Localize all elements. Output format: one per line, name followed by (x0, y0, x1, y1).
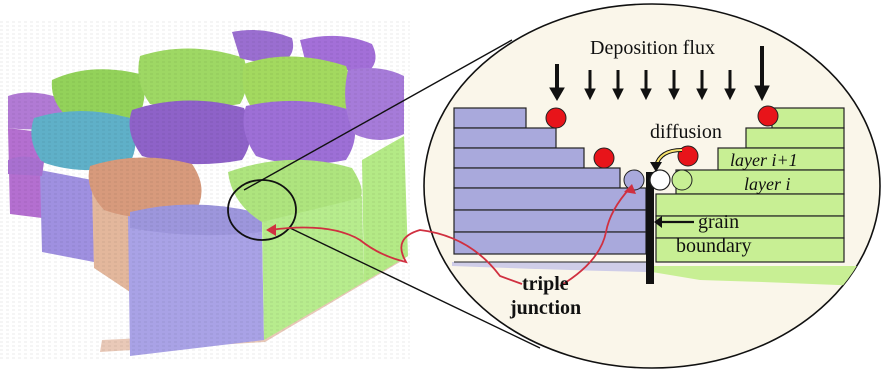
purple-grain-body (452, 262, 646, 272)
adatom-red-1 (545, 107, 567, 129)
green-grain-layers (655, 107, 845, 263)
deposition-flux-arrows (549, 46, 770, 102)
label-junction: junction (509, 297, 581, 319)
zoom-line-top (243, 39, 513, 191)
triple-junction-link-line (269, 226, 523, 285)
adatom-empty-site-2 (671, 169, 693, 191)
grain-block-3d (0, 20, 410, 360)
zoom-line-bottom (289, 227, 541, 349)
label-grain: grain (698, 211, 739, 233)
label-triple: triple (522, 273, 569, 295)
label-diffusion: diffusion (650, 121, 722, 143)
purple-grain-layers (453, 107, 647, 255)
triple-junction-link-line-2 (559, 187, 631, 287)
label-deposition-flux: Deposition flux (590, 37, 715, 59)
adatom-empty-site-1 (649, 169, 671, 191)
adatom-red-4 (757, 105, 779, 127)
adatom-red-3 (677, 145, 699, 167)
label-boundary: boundary (676, 235, 752, 257)
label-layer-i: layer i (744, 174, 791, 194)
zoomed-ellipse: Deposition flux diffusion layer i+1 laye… (423, 3, 881, 369)
diffusion-arrowhead (650, 162, 662, 172)
grain-boundary-line (646, 172, 654, 284)
label-layer-i-plus-1: layer i+1 (730, 150, 798, 170)
green-grain-body (652, 266, 860, 286)
adatom-red-2 (593, 147, 615, 169)
adatom-purple-junction (623, 169, 645, 191)
